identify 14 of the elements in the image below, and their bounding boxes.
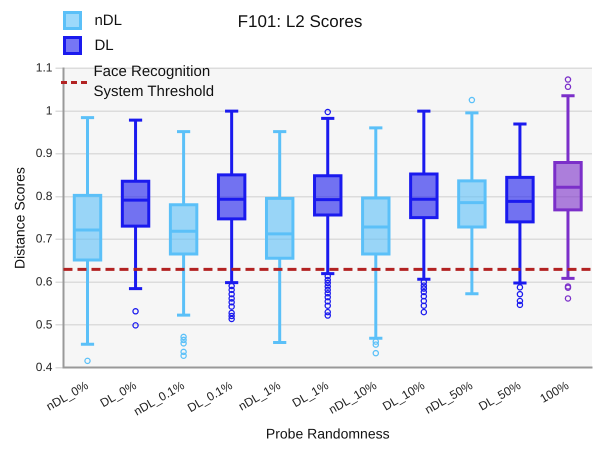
chart-title: F101: L2 Scores bbox=[238, 12, 362, 31]
y-tick-label: 0.4 bbox=[36, 360, 53, 374]
y-tick-label: 0.9 bbox=[36, 146, 53, 160]
y-tick-label: 0.8 bbox=[36, 188, 53, 203]
legend-label: DL bbox=[94, 37, 114, 54]
legend-label: nDL bbox=[94, 12, 122, 29]
y-tick-label: 1.1 bbox=[36, 60, 53, 75]
x-axis-title: Probe Randomness bbox=[266, 425, 390, 442]
y-tick-label: 0.7 bbox=[36, 232, 53, 246]
legend-label: Face Recognition System Threshold bbox=[93, 62, 216, 102]
y-axis-title: Distance Scores bbox=[11, 167, 28, 270]
y-tick-label: 0.5 bbox=[36, 317, 53, 332]
y-tick-label: 0.6 bbox=[36, 274, 53, 289]
y-tick-label: 1 bbox=[46, 103, 53, 118]
